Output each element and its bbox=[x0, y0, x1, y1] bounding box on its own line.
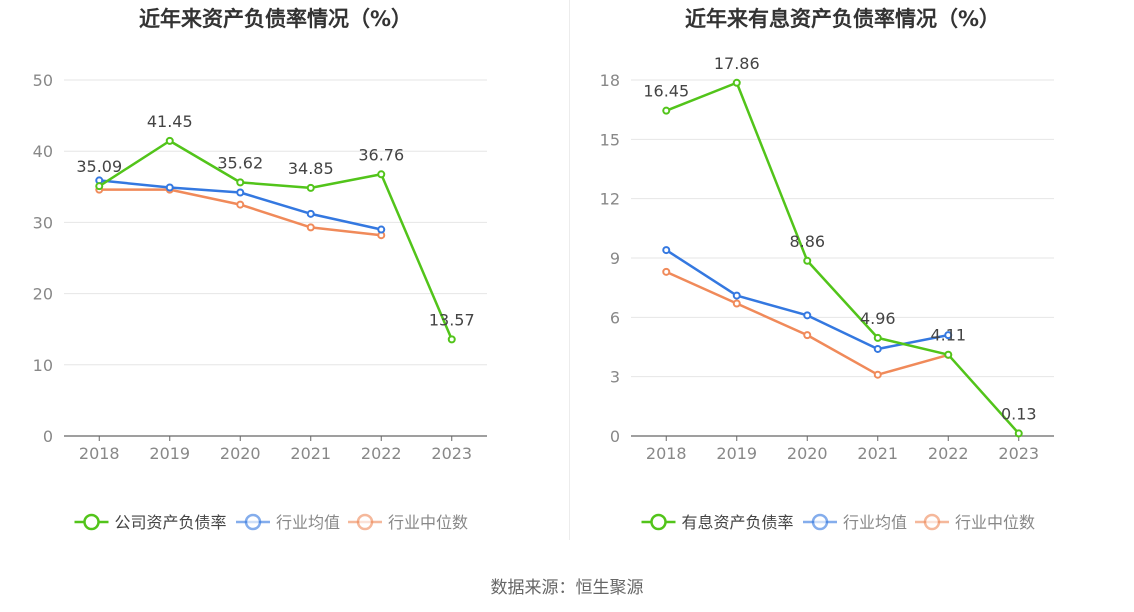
data-point bbox=[873, 333, 882, 342]
data-point bbox=[803, 331, 812, 340]
legend-item: 有息资产负债率 bbox=[641, 513, 794, 532]
data-label: 4.11 bbox=[930, 326, 966, 345]
legend-marker bbox=[811, 513, 829, 531]
data-point bbox=[306, 209, 315, 218]
x-tick-label: 2018 bbox=[646, 444, 687, 463]
data-point bbox=[732, 291, 741, 300]
data-point bbox=[873, 370, 882, 379]
y-tick-label: 30 bbox=[33, 213, 53, 232]
y-tick-label: 40 bbox=[33, 142, 53, 161]
data-label: 13.57 bbox=[429, 310, 475, 329]
data-point bbox=[873, 344, 882, 353]
data-point bbox=[732, 299, 741, 308]
data-label: 35.09 bbox=[76, 157, 122, 176]
series-line bbox=[665, 81, 1020, 435]
y-tick-label: 10 bbox=[33, 356, 53, 375]
data-point bbox=[944, 350, 953, 359]
y-tick-label: 20 bbox=[33, 285, 53, 304]
data-source-note: 数据来源：恒生聚源 bbox=[490, 578, 644, 598]
legend-item: 行业中位数 bbox=[348, 513, 468, 532]
x-tick-label: 2020 bbox=[220, 444, 261, 463]
data-point bbox=[306, 223, 315, 232]
data-point bbox=[1014, 429, 1023, 438]
legend-marker bbox=[356, 513, 374, 531]
legend-label: 行业中位数 bbox=[955, 513, 1035, 532]
x-tick-label: 2021 bbox=[857, 444, 898, 463]
legend-item: 行业均值 bbox=[803, 513, 907, 532]
data-label: 0.13 bbox=[1001, 404, 1037, 423]
y-tick-label: 15 bbox=[600, 130, 620, 149]
data-point bbox=[803, 256, 812, 265]
panel-divider bbox=[569, 0, 570, 540]
legend-marker bbox=[244, 513, 262, 531]
data-point bbox=[165, 183, 174, 192]
x-tick-label: 2018 bbox=[79, 444, 120, 463]
data-point bbox=[377, 170, 386, 179]
data-label: 8.86 bbox=[789, 232, 825, 251]
legend-item: 行业中位数 bbox=[915, 513, 1035, 532]
data-point bbox=[236, 188, 245, 197]
data-point bbox=[662, 106, 671, 115]
data-point bbox=[377, 225, 386, 234]
legend-label: 行业中位数 bbox=[388, 513, 468, 532]
chart-title: 近年来资产负债率情况（%） bbox=[139, 7, 412, 31]
legend-label: 公司资产负债率 bbox=[115, 513, 227, 532]
data-point bbox=[165, 136, 174, 145]
data-point bbox=[95, 182, 104, 191]
y-tick-label: 50 bbox=[33, 71, 53, 90]
legend-marker bbox=[923, 513, 941, 531]
y-tick-label: 12 bbox=[600, 190, 620, 209]
series-line bbox=[665, 270, 949, 376]
chart-debt-ratio: 近年来资产负债率情况（%） 0 10 20 30 40 50 2018 2019 2020 2021… bbox=[33, 7, 487, 532]
y-tick-label: 18 bbox=[600, 71, 620, 90]
x-tick-label: 2019 bbox=[716, 444, 757, 463]
series-line bbox=[98, 139, 453, 340]
legend-label: 行业均值 bbox=[276, 513, 340, 532]
y-tick-label: 6 bbox=[610, 308, 620, 327]
data-label: 41.45 bbox=[147, 112, 193, 131]
legend-label: 有息资产负债率 bbox=[682, 513, 794, 532]
y-tick-label: 9 bbox=[610, 249, 620, 268]
data-point bbox=[662, 246, 671, 255]
data-point bbox=[236, 200, 245, 209]
y-tick-label: 3 bbox=[610, 368, 620, 387]
data-label: 35.62 bbox=[217, 153, 263, 172]
x-tick-label: 2023 bbox=[998, 444, 1039, 463]
data-label: 36.76 bbox=[358, 145, 404, 164]
y-tick-label: 0 bbox=[43, 427, 53, 446]
x-tick-label: 2020 bbox=[787, 444, 828, 463]
legend-label: 行业均值 bbox=[843, 513, 907, 532]
legend-marker bbox=[650, 513, 667, 531]
data-point bbox=[662, 267, 671, 276]
x-tick-label: 2022 bbox=[361, 444, 402, 463]
legend-item: 行业均值 bbox=[236, 513, 340, 532]
data-point bbox=[447, 335, 456, 344]
chart-title: 近年来有息资产负债率情况（%） bbox=[685, 7, 1000, 31]
x-tick-label: 2022 bbox=[928, 444, 969, 463]
x-tick-label: 2021 bbox=[290, 444, 331, 463]
x-tick-label: 2019 bbox=[149, 444, 190, 463]
data-label: 17.86 bbox=[714, 54, 760, 73]
chart-interest-bearing-debt-ratio: 近年来有息资产负债率情况（%） 0 3 6 9 12 15 18 2018 2019 2020 202… bbox=[600, 7, 1054, 532]
data-label: 34.85 bbox=[288, 159, 334, 178]
data-point bbox=[803, 311, 812, 320]
data-label: 4.96 bbox=[860, 309, 896, 328]
legend-marker bbox=[83, 513, 100, 531]
x-tick-label: 2023 bbox=[431, 444, 472, 463]
data-point bbox=[944, 331, 953, 340]
data-point bbox=[236, 178, 245, 187]
data-point bbox=[306, 183, 315, 192]
data-point bbox=[732, 78, 741, 87]
y-tick-label: 0 bbox=[610, 427, 620, 446]
data-label: 16.45 bbox=[643, 82, 689, 101]
legend-item: 公司资产负债率 bbox=[74, 513, 227, 532]
